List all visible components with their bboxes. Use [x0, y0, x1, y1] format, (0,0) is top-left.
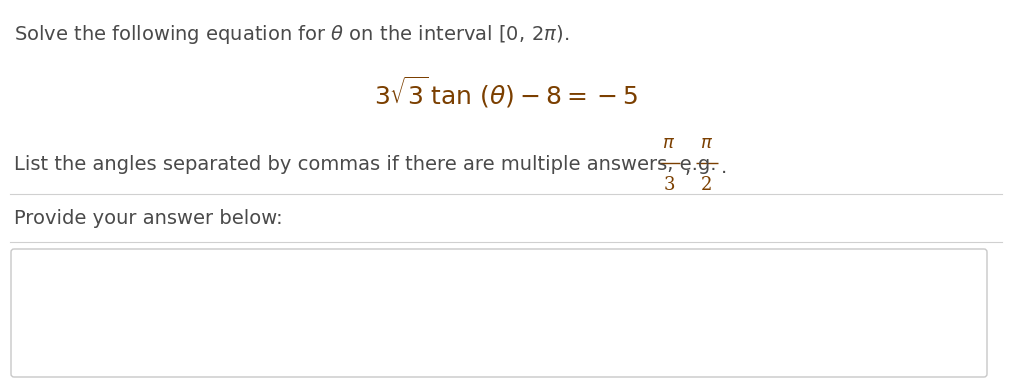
- FancyBboxPatch shape: [11, 249, 986, 377]
- Text: 2: 2: [701, 176, 712, 194]
- Text: .: .: [720, 158, 727, 176]
- Text: 3: 3: [662, 176, 674, 194]
- Text: Solve the following equation for $\theta$ on the interval $[0,\,2\pi).$: Solve the following equation for $\theta…: [14, 22, 568, 45]
- Text: Provide your answer below:: Provide your answer below:: [14, 209, 282, 227]
- Text: $\pi$: $\pi$: [700, 134, 713, 152]
- Text: ,: ,: [684, 158, 691, 176]
- Text: $3\sqrt{3}\,\tan\,(\theta) - 8 = -5$: $3\sqrt{3}\,\tan\,(\theta) - 8 = -5$: [373, 74, 638, 110]
- Text: List the angles separated by commas if there are multiple answers, e.g.: List the angles separated by commas if t…: [14, 154, 722, 174]
- Text: $\pi$: $\pi$: [662, 134, 675, 152]
